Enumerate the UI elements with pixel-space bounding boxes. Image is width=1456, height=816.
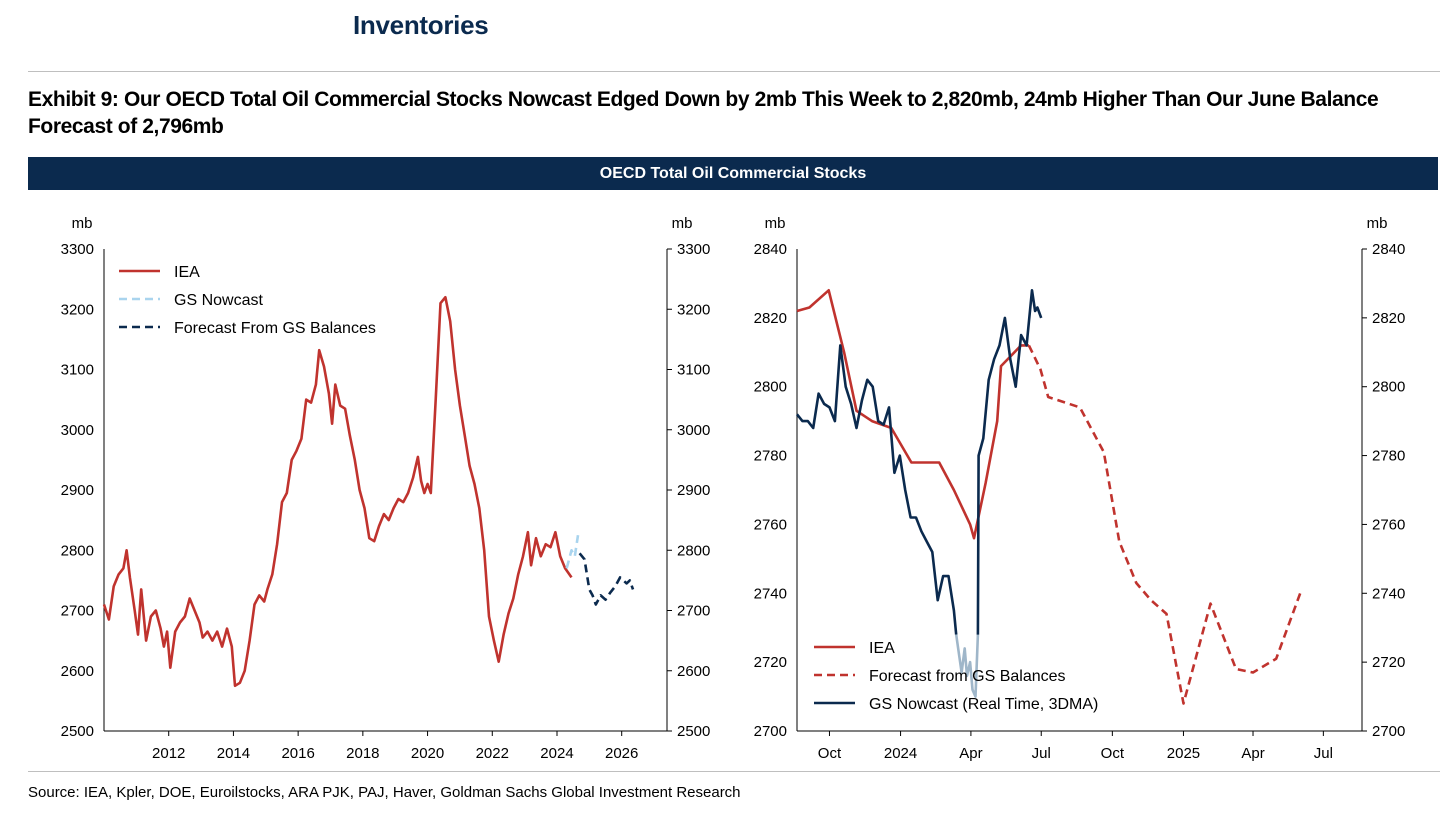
series-line	[954, 634, 980, 698]
y-tick-label-left: 2700	[61, 603, 94, 620]
y-tick-label-left: 3000	[61, 422, 94, 439]
series-line	[796, 289, 1029, 540]
y-tick-label-left: 2720	[754, 654, 787, 671]
x-tick-label: Oct	[818, 745, 842, 762]
legend-label: Forecast From GS Balances	[174, 320, 376, 337]
y-unit-label-right: mb	[1367, 215, 1388, 232]
y-tick-label-left: 2700	[754, 723, 787, 740]
y-tick-label-right: 2780	[1372, 448, 1405, 465]
x-tick-label: Oct	[1101, 745, 1125, 762]
top-divider	[28, 71, 1440, 72]
y-tick-label-right: 2840	[1372, 241, 1405, 258]
x-tick-label: 2025	[1167, 745, 1200, 762]
y-tick-label-right: 2500	[677, 723, 710, 740]
section-title: Inventories	[353, 10, 489, 40]
left-chart: mb mb 2500 2500 2600 2600 2700 2700 2800 2800 2900…	[61, 215, 711, 762]
x-tick-label: 2012	[152, 745, 185, 762]
y-tick-label-right: 2800	[677, 542, 710, 559]
legend-label: Forecast from GS Balances	[869, 668, 1066, 685]
x-tick-label: 2018	[346, 745, 379, 762]
bottom-divider	[28, 771, 1440, 772]
y-tick-label-right: 2800	[1372, 379, 1405, 396]
y-tick-label-left: 2820	[754, 310, 787, 327]
y-tick-label-left: 2900	[61, 482, 94, 499]
x-tick-label: 2020	[411, 745, 444, 762]
y-tick-label-right: 2700	[1372, 723, 1405, 740]
series-line	[976, 289, 1043, 635]
x-tick-label: Jul	[1032, 745, 1051, 762]
x-tick-label: Jul	[1314, 745, 1333, 762]
source-note: Source: IEA, Kpler, DOE, Euroilstocks, A…	[28, 784, 741, 801]
y-tick-label-left: 2840	[754, 241, 787, 258]
x-tick-label: 2016	[281, 745, 314, 762]
y-tick-label-right: 2900	[677, 482, 710, 499]
y-tick-label-right: 3300	[677, 241, 710, 258]
y-unit-label-left: mb	[72, 215, 93, 232]
y-tick-label-right: 3000	[677, 422, 710, 439]
y-tick-label-left: 3200	[61, 301, 94, 318]
y-tick-label-right: 2760	[1372, 516, 1405, 533]
right-chart: mb mb 2700 2700 2720 2720 2740 2740 2760 2760 2780…	[754, 215, 1406, 762]
legend-label: IEA	[174, 264, 200, 281]
chart-banner: OECD Total Oil Commercial Stocks	[28, 157, 1438, 190]
y-tick-label-left: 2800	[754, 379, 787, 396]
exhibit-title: Exhibit 9: Our OECD Total Oil Commercial…	[28, 88, 1379, 138]
y-tick-label-right: 2600	[677, 663, 710, 680]
y-tick-label-left: 2500	[61, 723, 94, 740]
series-line	[102, 295, 573, 688]
x-tick-label: 2024	[540, 745, 573, 762]
legend-label: IEA	[869, 640, 895, 657]
y-tick-label-right: 2740	[1372, 585, 1405, 602]
y-tick-label-left: 2740	[754, 585, 787, 602]
series-line	[578, 552, 635, 606]
y-unit-label-left: mb	[765, 215, 786, 232]
series-line	[1027, 344, 1302, 705]
y-tick-label-left: 3300	[61, 241, 94, 258]
y-tick-label-right: 2700	[677, 603, 710, 620]
y-unit-label-right: mb	[672, 215, 693, 232]
y-tick-label-right: 3100	[677, 362, 710, 379]
x-tick-label: Apr	[1241, 745, 1264, 762]
legend-label: GS Nowcast (Real Time, 3DMA)	[869, 696, 1098, 713]
x-tick-label: 2026	[605, 745, 638, 762]
x-tick-label: Apr	[959, 745, 982, 762]
series-line	[795, 344, 958, 635]
y-tick-label-right: 2820	[1372, 310, 1405, 327]
x-tick-label: 2014	[217, 745, 250, 762]
y-tick-label-right: 3200	[677, 301, 710, 318]
y-tick-label-right: 2720	[1372, 654, 1405, 671]
y-tick-label-left: 2780	[754, 448, 787, 465]
y-tick-label-left: 2800	[61, 542, 94, 559]
y-tick-label-left: 2760	[754, 516, 787, 533]
x-tick-label: 2022	[476, 745, 509, 762]
series-line	[565, 535, 580, 569]
y-tick-label-left: 3100	[61, 362, 94, 379]
x-tick-label: 2024	[884, 745, 917, 762]
y-tick-label-left: 2600	[61, 663, 94, 680]
legend-label: GS Nowcast	[174, 292, 263, 309]
